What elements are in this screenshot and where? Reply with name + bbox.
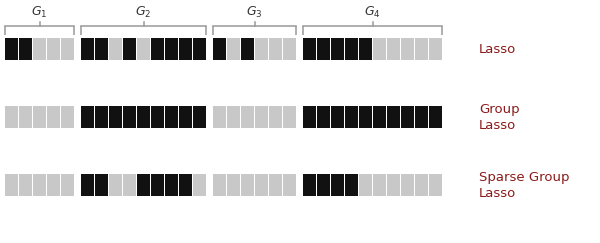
Bar — [415, 106, 428, 128]
Bar — [179, 38, 192, 60]
Bar — [387, 106, 400, 128]
Bar — [227, 38, 240, 60]
Bar — [303, 38, 316, 60]
Bar — [227, 174, 240, 196]
Bar — [429, 174, 442, 196]
Bar — [283, 106, 296, 128]
Bar — [61, 38, 74, 60]
Bar — [137, 174, 150, 196]
Bar — [151, 174, 164, 196]
Bar — [317, 38, 330, 60]
Bar — [359, 174, 372, 196]
Bar — [137, 38, 150, 60]
Bar — [81, 106, 94, 128]
Bar — [5, 174, 18, 196]
Bar — [47, 106, 60, 128]
Bar — [95, 38, 108, 60]
Bar — [241, 106, 254, 128]
Bar — [303, 106, 316, 128]
Bar — [179, 174, 192, 196]
Bar — [331, 106, 344, 128]
Bar — [179, 106, 192, 128]
Text: Lasso: Lasso — [479, 43, 516, 55]
Bar — [95, 174, 108, 196]
Bar — [123, 106, 136, 128]
Bar — [373, 38, 386, 60]
Bar — [241, 174, 254, 196]
Bar — [415, 174, 428, 196]
Bar — [345, 174, 358, 196]
Bar — [123, 174, 136, 196]
Bar — [269, 174, 282, 196]
Bar — [213, 174, 226, 196]
Bar — [137, 106, 150, 128]
Bar — [345, 38, 358, 60]
Bar — [429, 38, 442, 60]
Text: $G_{1}$: $G_{1}$ — [31, 5, 48, 20]
Bar — [19, 106, 32, 128]
Text: Group
Lasso: Group Lasso — [479, 103, 520, 131]
Text: $G_{4}$: $G_{4}$ — [364, 5, 381, 20]
Bar — [33, 174, 46, 196]
Bar — [387, 38, 400, 60]
Bar — [331, 38, 344, 60]
Bar — [47, 174, 60, 196]
Bar — [283, 174, 296, 196]
Bar — [193, 38, 206, 60]
Bar — [415, 38, 428, 60]
Bar — [373, 106, 386, 128]
Bar — [429, 106, 442, 128]
Bar — [61, 106, 74, 128]
Bar — [387, 174, 400, 196]
Bar — [81, 174, 94, 196]
Bar — [401, 106, 414, 128]
Bar — [317, 174, 330, 196]
Text: Sparse Group
Lasso: Sparse Group Lasso — [479, 171, 569, 200]
Bar — [401, 38, 414, 60]
Bar — [255, 106, 268, 128]
Bar — [151, 38, 164, 60]
Bar — [109, 174, 122, 196]
Bar — [19, 38, 32, 60]
Bar — [109, 38, 122, 60]
Bar — [123, 38, 136, 60]
Bar — [33, 38, 46, 60]
Bar — [359, 38, 372, 60]
Bar — [5, 38, 18, 60]
Bar — [303, 174, 316, 196]
Bar — [5, 106, 18, 128]
Bar — [227, 106, 240, 128]
Text: $G_{2}$: $G_{2}$ — [136, 5, 152, 20]
Bar — [401, 174, 414, 196]
Text: $G_{3}$: $G_{3}$ — [246, 5, 263, 20]
Bar — [213, 38, 226, 60]
Bar — [61, 174, 74, 196]
Bar — [331, 174, 344, 196]
Bar — [165, 106, 178, 128]
Bar — [109, 106, 122, 128]
Bar — [283, 38, 296, 60]
Bar — [95, 106, 108, 128]
Bar — [193, 106, 206, 128]
Bar — [241, 38, 254, 60]
Bar — [345, 106, 358, 128]
Bar — [165, 174, 178, 196]
Bar — [255, 174, 268, 196]
Bar — [373, 174, 386, 196]
Bar — [33, 106, 46, 128]
Bar — [19, 174, 32, 196]
Bar — [269, 38, 282, 60]
Bar — [213, 106, 226, 128]
Bar — [81, 38, 94, 60]
Bar — [359, 106, 372, 128]
Bar — [269, 106, 282, 128]
Bar — [165, 38, 178, 60]
Bar — [317, 106, 330, 128]
Bar — [193, 174, 206, 196]
Bar — [255, 38, 268, 60]
Bar — [47, 38, 60, 60]
Bar — [151, 106, 164, 128]
